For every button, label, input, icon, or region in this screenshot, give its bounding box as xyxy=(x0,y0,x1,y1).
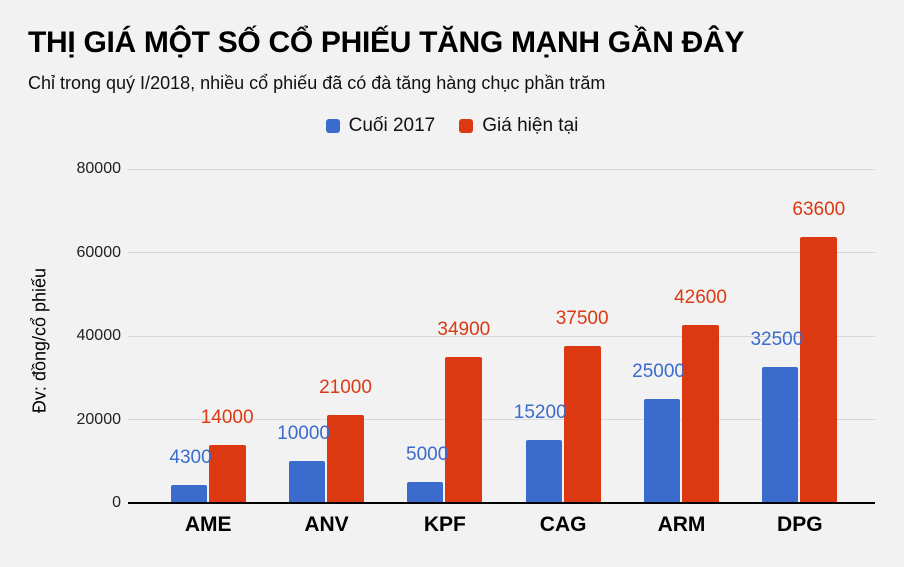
bar-anv-series1 xyxy=(326,415,364,503)
value-label-cag-series1: 37500 xyxy=(555,308,609,330)
chart-subtitle: Chỉ trong quý I/2018, nhiều cổ phiếu đã … xyxy=(28,73,606,93)
category-label-kpf: KPF xyxy=(423,513,466,536)
y-axis-tick-label: 20000 xyxy=(76,410,122,428)
bar-arm-series1 xyxy=(681,325,719,503)
y-axis-tick-label: 80000 xyxy=(76,160,122,177)
value-label-kpf-series0: 5000 xyxy=(406,444,449,466)
legend-item-1: Giá hiện tại xyxy=(459,115,578,137)
y-axis-tick-label: 0 xyxy=(112,494,121,511)
value-label-dpg-series0: 32500 xyxy=(750,329,804,351)
category-label-cag: CAG xyxy=(539,513,587,536)
chart-title: THỊ GIÁ MỘT SỐ CỔ PHIẾU TĂNG MẠNH GẦN ĐÂ… xyxy=(28,26,745,59)
legend-item-label: Giá hiện tại xyxy=(482,115,579,136)
legend-item-0: Cuối 2017 xyxy=(325,115,436,137)
gridline xyxy=(128,335,875,337)
bar-dpg-series0 xyxy=(762,367,799,503)
bar-ame-series0 xyxy=(170,485,207,503)
value-label-ame-series1: 14000 xyxy=(200,406,254,428)
bar-ame-series1 xyxy=(208,444,246,503)
legend-item-label: Cuối 2017 xyxy=(348,115,436,136)
value-label-anv-series0: 10000 xyxy=(277,423,330,445)
value-label-arm-series1: 42600 xyxy=(674,287,727,309)
bar-kpf-series0 xyxy=(407,482,444,503)
value-label-arm-series0: 25000 xyxy=(632,360,685,382)
category-label-arm: ARM xyxy=(657,513,706,536)
legend-swatch-icon xyxy=(459,119,474,133)
value-label-dpg-series1: 63600 xyxy=(792,199,846,221)
bar-arm-series0 xyxy=(643,398,680,503)
y-axis-tick-label: 60000 xyxy=(76,243,122,261)
gridline xyxy=(128,252,875,253)
category-label-ame: AME xyxy=(184,513,232,536)
value-label-cag-series0: 15200 xyxy=(513,401,567,423)
legend: Cuối 2017 Giá hiện tại xyxy=(0,115,904,137)
bar-cag-series0 xyxy=(525,439,562,503)
category-label-anv: ANV xyxy=(304,513,349,536)
value-label-anv-series1: 21000 xyxy=(319,377,372,399)
x-axis-line xyxy=(128,502,875,504)
gridline xyxy=(128,419,875,420)
value-label-ame-series0: 4300 xyxy=(169,447,212,469)
value-label-kpf-series1: 34900 xyxy=(437,319,491,341)
legend-swatch-icon xyxy=(325,119,340,133)
y-axis-tick-label: 40000 xyxy=(76,327,122,344)
bar-anv-series0 xyxy=(288,461,325,503)
bar-dpg-series1 xyxy=(800,237,838,503)
category-label-dpg: DPG xyxy=(777,513,823,536)
gridline xyxy=(128,168,875,170)
bar-kpf-series1 xyxy=(445,357,483,503)
bar-cag-series1 xyxy=(563,346,601,503)
